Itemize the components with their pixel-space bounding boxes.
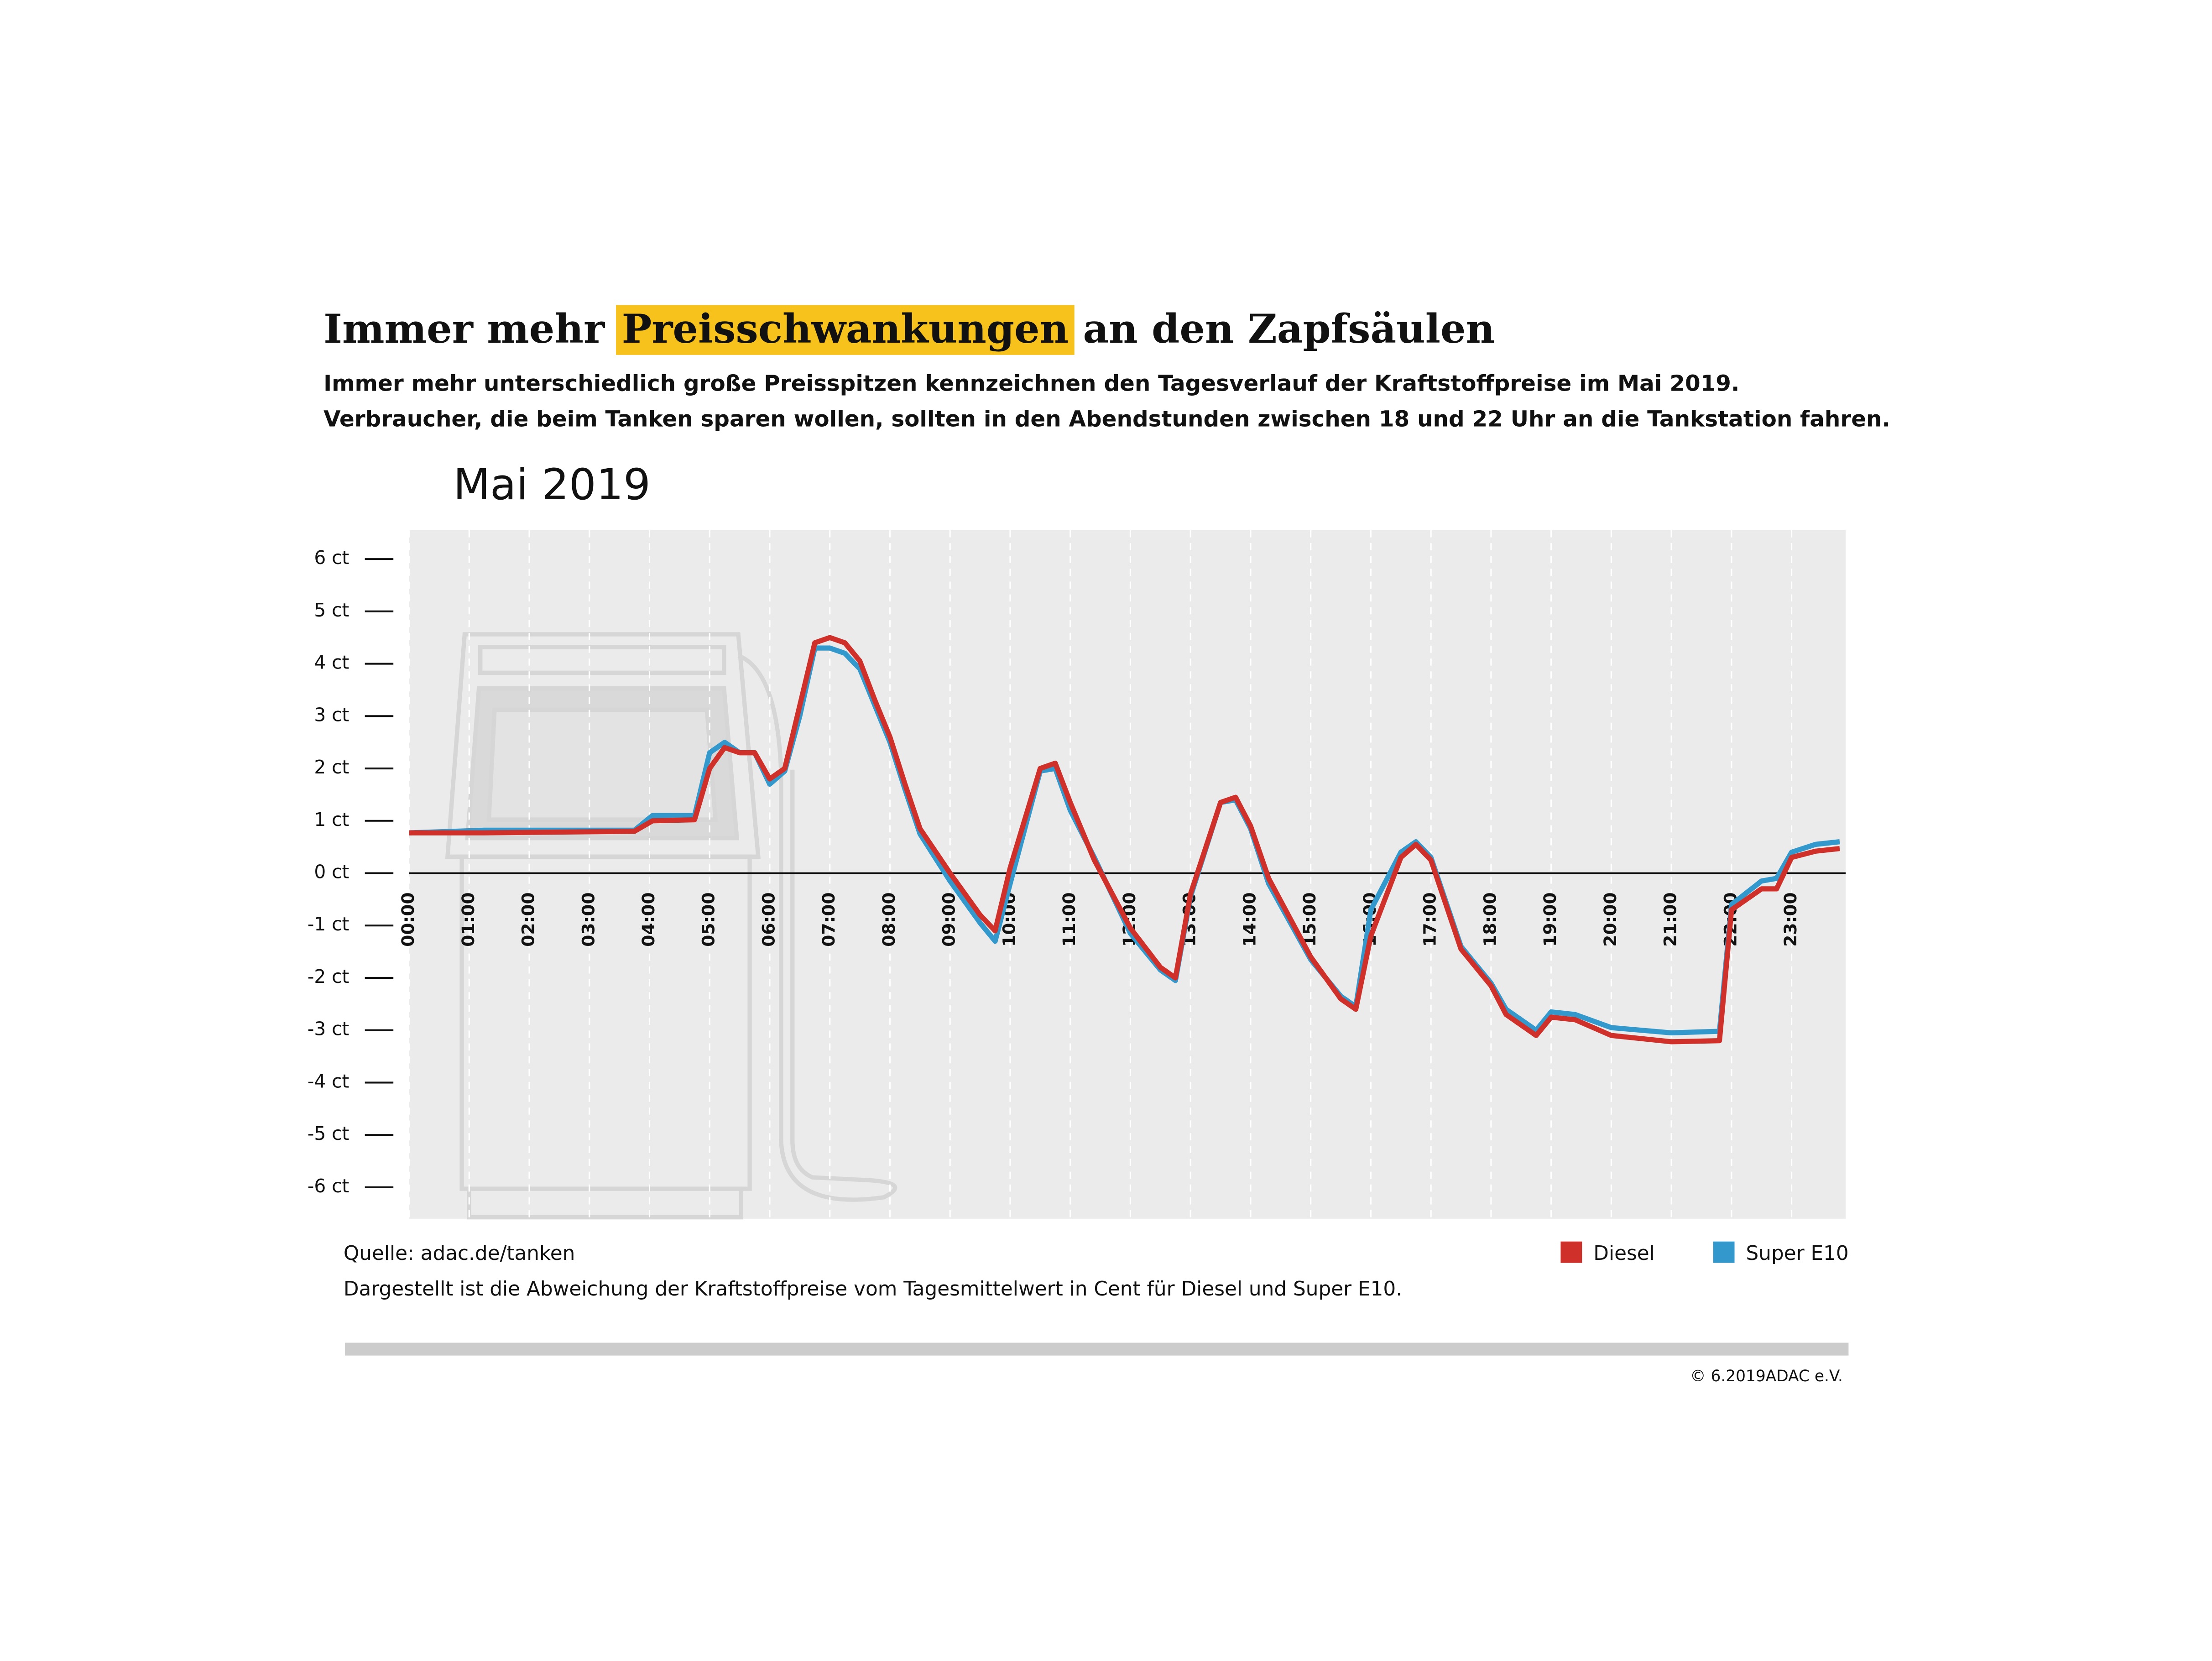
y-tick-label: 3 ct bbox=[314, 704, 349, 726]
x-tick-label: 00:00 bbox=[398, 892, 418, 946]
x-tick-label: 20:00 bbox=[1600, 892, 1620, 946]
series-line bbox=[409, 635, 1840, 1045]
subtitle-line: Immer mehr unterschiedlich große Preissp… bbox=[323, 371, 1739, 396]
y-tick-label: -5 ct bbox=[308, 1123, 350, 1144]
x-tick-label: 03:00 bbox=[578, 892, 598, 946]
y-tick-label: -3 ct bbox=[308, 1018, 350, 1040]
y-tick-label: 5 ct bbox=[314, 599, 349, 621]
legend-label: Diesel bbox=[1593, 1242, 1655, 1265]
title-highlight bbox=[616, 305, 1075, 355]
x-tick-label: 01:00 bbox=[458, 892, 478, 946]
x-tick-label: 17:00 bbox=[1420, 892, 1440, 946]
y-tick-label: 2 ct bbox=[314, 756, 349, 778]
y-tick-label: -1 ct bbox=[308, 913, 350, 935]
x-tick-label: 09:00 bbox=[939, 892, 959, 946]
x-tick-label: 23:00 bbox=[1780, 892, 1800, 946]
y-tick-label: 6 ct bbox=[314, 547, 349, 569]
x-tick-label: 21:00 bbox=[1660, 892, 1680, 946]
y-tick-label: -2 ct bbox=[308, 966, 350, 987]
legend-label: Super E10 bbox=[1746, 1242, 1849, 1265]
legend-swatch bbox=[1713, 1241, 1735, 1263]
title: Preisschwankungen bbox=[622, 305, 1069, 352]
x-tick-label: 02:00 bbox=[518, 892, 538, 946]
chart-subtitle: Mai 2019 bbox=[453, 460, 650, 510]
y-tick-label: 1 ct bbox=[314, 809, 349, 830]
source: Quelle: adac.de/tanken bbox=[344, 1242, 575, 1265]
x-tick-label: 19:00 bbox=[1540, 892, 1560, 946]
title: Immer mehr bbox=[323, 305, 605, 352]
title: an den Zapfsäulen bbox=[1083, 305, 1495, 352]
copyright: © 6.2019ADAC e.V. bbox=[1690, 1367, 1843, 1385]
x-tick-label: 07:00 bbox=[819, 892, 839, 946]
divider-bar bbox=[344, 1342, 1849, 1356]
y-tick-label: -4 ct bbox=[308, 1070, 350, 1092]
x-tick-label: 11:00 bbox=[1059, 892, 1079, 946]
x-tick-label: 08:00 bbox=[879, 892, 899, 946]
x-tick-label: 14:00 bbox=[1239, 892, 1259, 946]
x-tick-label: 18:00 bbox=[1480, 892, 1500, 946]
pump-illustration bbox=[445, 632, 897, 1220]
y-tick-label: -6 ct bbox=[308, 1175, 350, 1197]
subtitle-line: Verbraucher, die beim Tanken sparen woll… bbox=[323, 406, 1890, 432]
note: Dargestellt ist die Abweichung der Kraft… bbox=[344, 1277, 1402, 1301]
x-tick-label: 04:00 bbox=[638, 892, 658, 946]
y-tick-label: 4 ct bbox=[314, 652, 349, 674]
legend-swatch bbox=[1560, 1241, 1582, 1263]
x-tick-label: 06:00 bbox=[758, 892, 778, 946]
y-tick-label: 0 ct bbox=[314, 861, 349, 883]
x-tick-label: 05:00 bbox=[699, 892, 719, 946]
